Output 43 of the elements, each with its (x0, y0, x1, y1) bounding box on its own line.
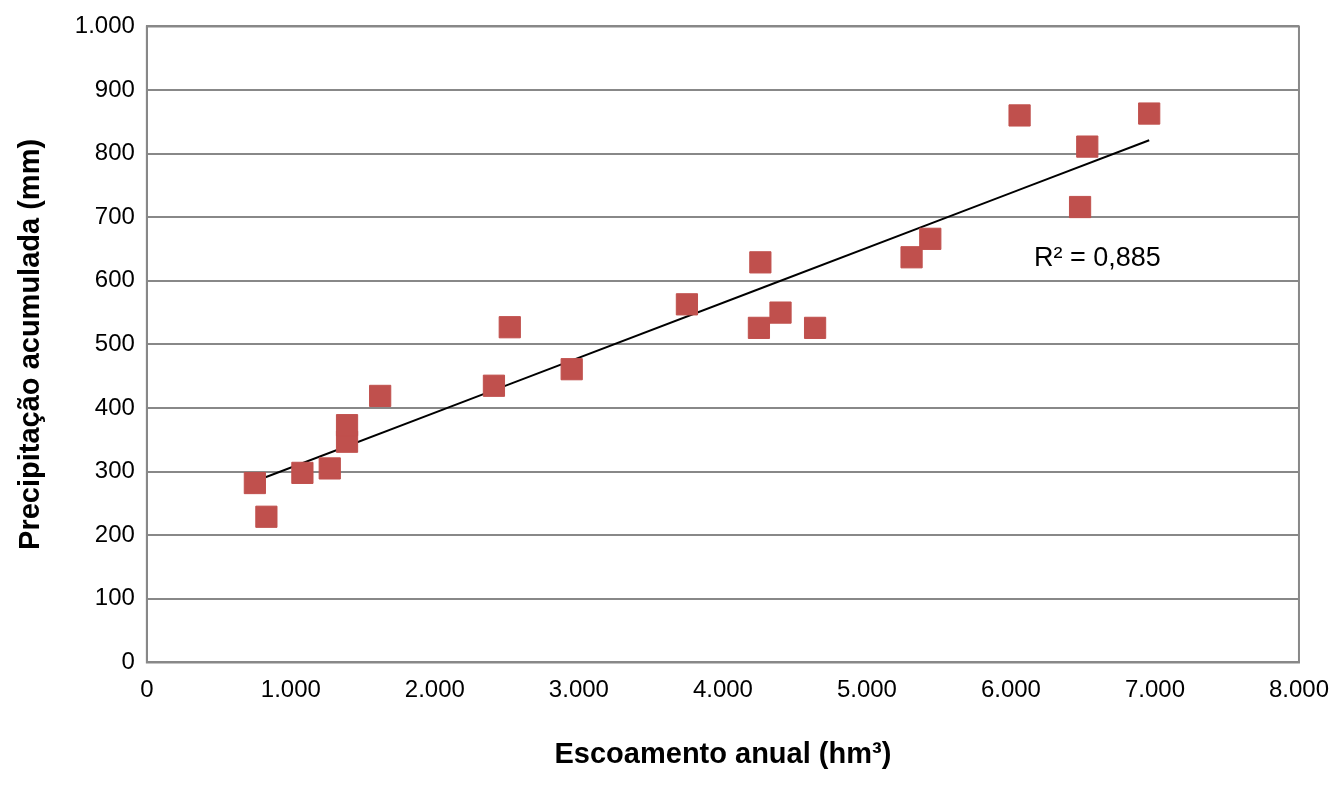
y-tick-label: 0 (121, 647, 135, 675)
point (675, 293, 699, 316)
x-tick-label: 5.000 (836, 675, 897, 703)
x-tick-label: 8.000 (1268, 675, 1329, 703)
y-tick-label: 400 (94, 392, 135, 420)
point (243, 471, 266, 495)
annotation: R² = 0,885 (1033, 241, 1161, 272)
point (318, 457, 341, 480)
point (1076, 135, 1099, 158)
point (560, 358, 583, 381)
point (747, 316, 771, 339)
point (749, 251, 772, 274)
point (498, 316, 521, 339)
x-tick-label: 2.000 (404, 675, 465, 703)
x-tick-label: 0 (140, 675, 154, 703)
y-tick-label: 900 (94, 74, 135, 102)
x-axis-title: Escoamento anual (hm³) (554, 736, 892, 769)
point (335, 414, 359, 437)
point (1138, 102, 1161, 125)
x-tick-label: 3.000 (548, 675, 609, 703)
y-tick-label: 1.000 (74, 11, 135, 39)
point (1008, 104, 1031, 127)
x-tick-label: 6.000 (980, 675, 1041, 703)
point (803, 316, 827, 339)
point (369, 384, 392, 408)
y-axis-title: Precipitação acumulada (mm) (13, 138, 46, 550)
point (1068, 195, 1092, 219)
x-tick-label: 7.000 (1124, 675, 1185, 703)
y-tick-label: 300 (94, 456, 135, 484)
y-tick-label: 500 (94, 329, 135, 357)
point (482, 374, 506, 397)
x-tick-label: 4.000 (692, 675, 753, 703)
y-tick-label: 800 (94, 138, 135, 166)
point (919, 227, 942, 250)
x-tick-label: 1.000 (260, 675, 321, 703)
y-tick-label: 600 (94, 265, 135, 293)
point (291, 461, 314, 484)
point (769, 301, 792, 324)
point (255, 505, 278, 528)
point (900, 246, 923, 269)
y-tick-label: 100 (94, 583, 135, 611)
y-tick-label: 700 (94, 201, 135, 229)
y-tick-label: 200 (94, 519, 135, 547)
